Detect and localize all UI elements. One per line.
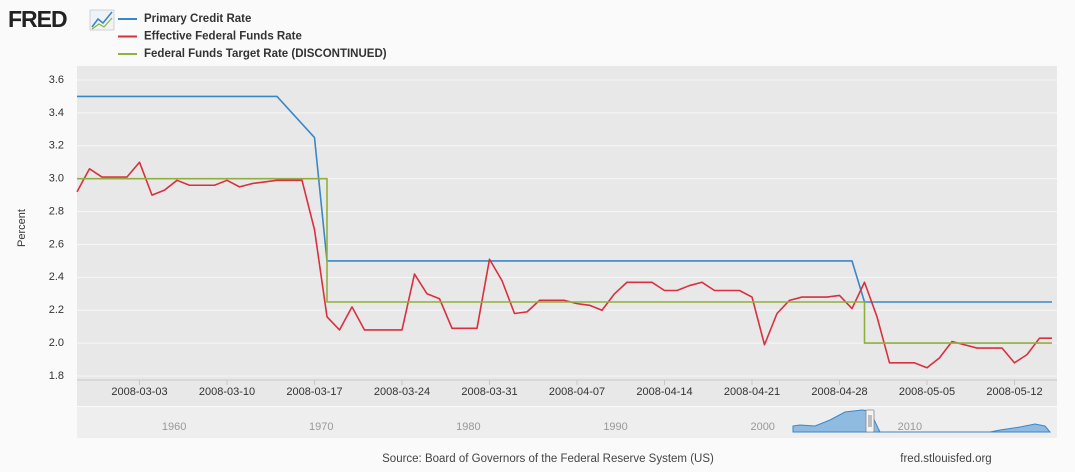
y-tick-label: 3.0 [49,173,64,185]
x-tick-label: 2008-03-24 [374,386,430,398]
plot-background [77,66,1057,406]
navigator-tick-label: 1970 [309,421,333,433]
navigator-tick-label: 1990 [603,421,627,433]
legend-label: Primary Credit Rate [144,13,251,25]
navigator-tick-label: 2010 [898,421,922,433]
x-tick-label: 2008-03-10 [199,386,255,398]
navigator-background [77,407,1057,438]
navigator-series [792,409,1052,433]
x-tick-label: 2008-05-12 [986,386,1042,398]
site: fred.stlouisfed.org [900,453,991,465]
series-line [77,177,1052,344]
navigator-tick-label: 2000 [750,421,774,433]
source: Source: Board of Governors of the Federa… [382,453,714,465]
series-line [76,161,1052,369]
x-tick-label: 2008-03-17 [286,386,342,398]
y-tick-label: 2.6 [49,238,64,250]
legend-label: Effective Federal Funds Rate [144,31,302,43]
logo-icon [89,9,115,31]
y-axis-label: Percent [16,209,28,247]
x-tick-label: 2008-03-31 [461,386,517,398]
y-tick-label: 1.8 [49,370,64,382]
y-tick-label: 3.2 [49,140,64,152]
y-tick-label: 2.0 [49,337,64,349]
y-tick-label: 3.6 [49,74,64,86]
x-tick-label: 2008-05-05 [899,386,955,398]
navigator-tick-label: 1980 [456,421,480,433]
x-tick-label: 2008-04-21 [724,386,780,398]
y-tick-label: 2.2 [49,304,64,316]
x-tick-label: 2008-04-07 [549,386,605,398]
logo: FRED [8,6,67,32]
y-tick-label: 2.4 [49,271,64,283]
legend-label: Federal Funds Target Rate (DISCONTINUED) [144,48,387,60]
x-tick-label: 2008-04-28 [811,386,867,398]
x-tick-label: 2008-03-03 [111,386,167,398]
navigator-tick-label: 1960 [162,421,186,433]
y-tick-label: 2.8 [49,205,64,217]
x-tick-label: 2008-04-14 [636,386,692,398]
y-tick-label: 3.4 [49,107,64,119]
